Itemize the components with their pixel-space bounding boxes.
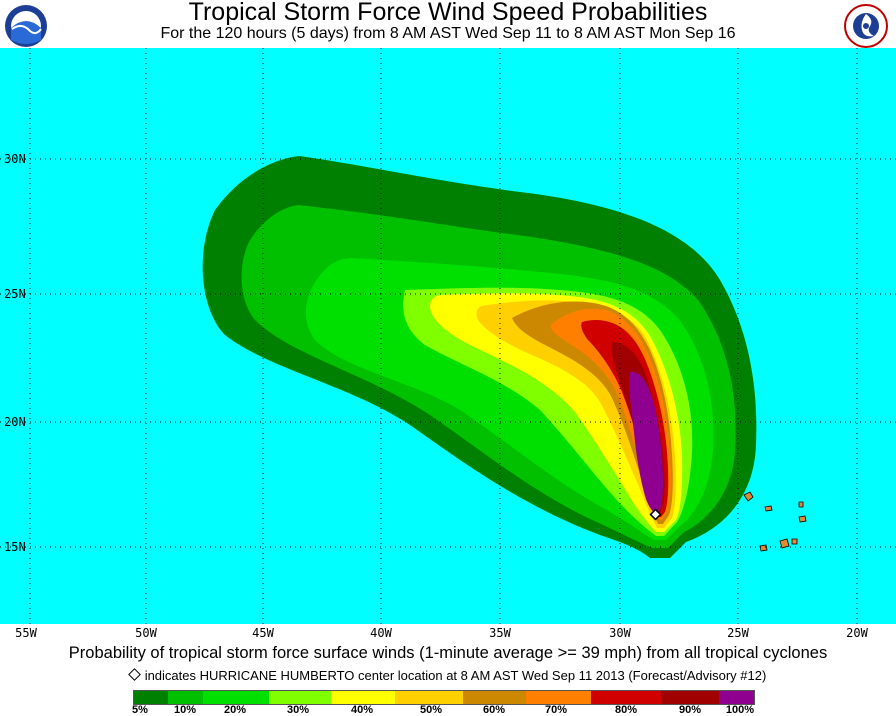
page-title: Tropical Storm Force Wind Speed Probabil…	[188, 0, 708, 26]
island	[759, 544, 768, 552]
legend-label: 5%	[132, 704, 148, 716]
header: Tropical Storm Force Wind Speed Probabil…	[0, 0, 896, 48]
legend-swatch	[203, 691, 269, 704]
island	[798, 501, 804, 508]
legend-swatch	[719, 691, 754, 704]
probability-contours	[202, 156, 757, 558]
island	[798, 515, 807, 523]
island	[764, 505, 773, 512]
color-legend	[133, 690, 755, 705]
graticule	[0, 48, 896, 624]
legend-label: 90%	[678, 704, 702, 716]
legend-swatch	[331, 691, 395, 704]
island	[791, 538, 798, 545]
legend-label: 40%	[350, 704, 374, 716]
page-subtitle: For the 120 hours (5 days) from 8 AM AST…	[160, 25, 736, 42]
legend-label: 100%	[725, 704, 755, 716]
legend-label: 70%	[544, 704, 568, 716]
lon-label: 40W	[370, 626, 392, 640]
lon-label: 35W	[489, 626, 511, 640]
storm-center-marker	[649, 508, 662, 521]
lon-label: 20W	[846, 626, 868, 640]
lon-label: 50W	[135, 626, 157, 640]
lon-label: 25W	[727, 626, 749, 640]
lat-label: 30N	[4, 152, 26, 166]
lat-label: 20N	[4, 415, 26, 429]
legend-labels: 5% 10% 20% 30% 40% 50% 60% 70% 80% 90% 100%	[0, 704, 896, 716]
probability-map	[0, 48, 896, 624]
island	[743, 491, 754, 502]
legend-swatch	[591, 691, 661, 704]
land-islands	[743, 491, 807, 552]
legend-swatch	[134, 691, 168, 704]
noaa-logo-icon	[5, 5, 47, 47]
lon-label: 30W	[609, 626, 631, 640]
lat-label: 15N	[4, 540, 26, 554]
island	[779, 538, 790, 549]
legend-swatch	[526, 691, 591, 704]
contour-100-percent	[629, 371, 663, 514]
map-caption: Probability of tropical storm force surf…	[68, 644, 828, 662]
legend-swatch	[269, 691, 331, 704]
legend-swatch	[168, 691, 203, 704]
lat-label: 25N	[4, 287, 26, 301]
lon-label: 55W	[15, 626, 37, 640]
storm-note-text: indicates HURRICANE HUMBERTO center loca…	[144, 668, 767, 683]
diamond-icon	[127, 668, 141, 681]
nws-logo-icon	[844, 4, 888, 48]
storm-note: indicates HURRICANE HUMBERTO center loca…	[0, 668, 896, 684]
legend-label: 50%	[419, 704, 443, 716]
legend-swatch	[395, 691, 463, 704]
legend-swatch	[661, 691, 719, 704]
legend-label: 30%	[286, 704, 310, 716]
lon-label: 45W	[252, 626, 274, 640]
legend-label: 20%	[223, 704, 247, 716]
legend-label: 10%	[173, 704, 197, 716]
legend-swatch	[463, 691, 526, 704]
legend-label: 60%	[482, 704, 506, 716]
legend-label: 80%	[614, 704, 638, 716]
